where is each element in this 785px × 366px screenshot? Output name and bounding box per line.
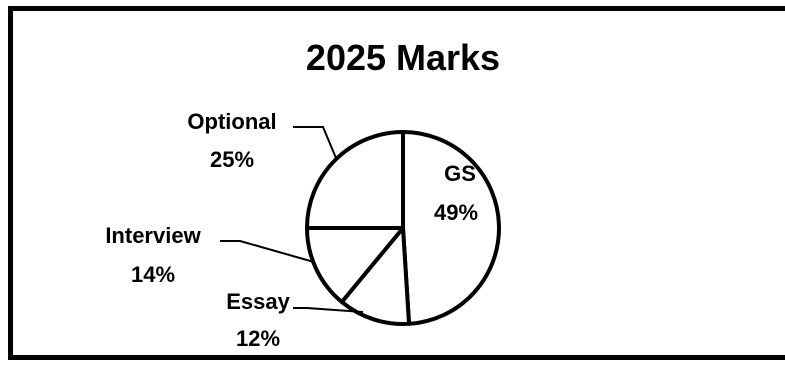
slice-label-gs-percent: 49% [434, 200, 478, 225]
pie-slice-optional [305, 130, 405, 230]
leader-line-optional [293, 126, 337, 159]
pie-slices [305, 130, 501, 326]
leader-line-interview [220, 240, 315, 263]
slice-label-optional-name: Optional [187, 109, 276, 134]
slice-label-interview-percent: 14% [131, 262, 175, 287]
leader-line-essay [293, 307, 364, 313]
slice-label-gs-name: GS [444, 161, 476, 186]
leader-lines [220, 126, 364, 313]
slice-label-interview-name: Interview [105, 223, 201, 248]
slice-label-optional-percent: 25% [210, 147, 254, 172]
pie-slice-interview [305, 226, 405, 304]
pie-slice-gs [401, 130, 501, 326]
slice-label-essay-percent: 12% [236, 326, 280, 351]
chart-title: 2025 Marks [306, 37, 500, 78]
slice-label-essay-name: Essay [226, 289, 290, 314]
